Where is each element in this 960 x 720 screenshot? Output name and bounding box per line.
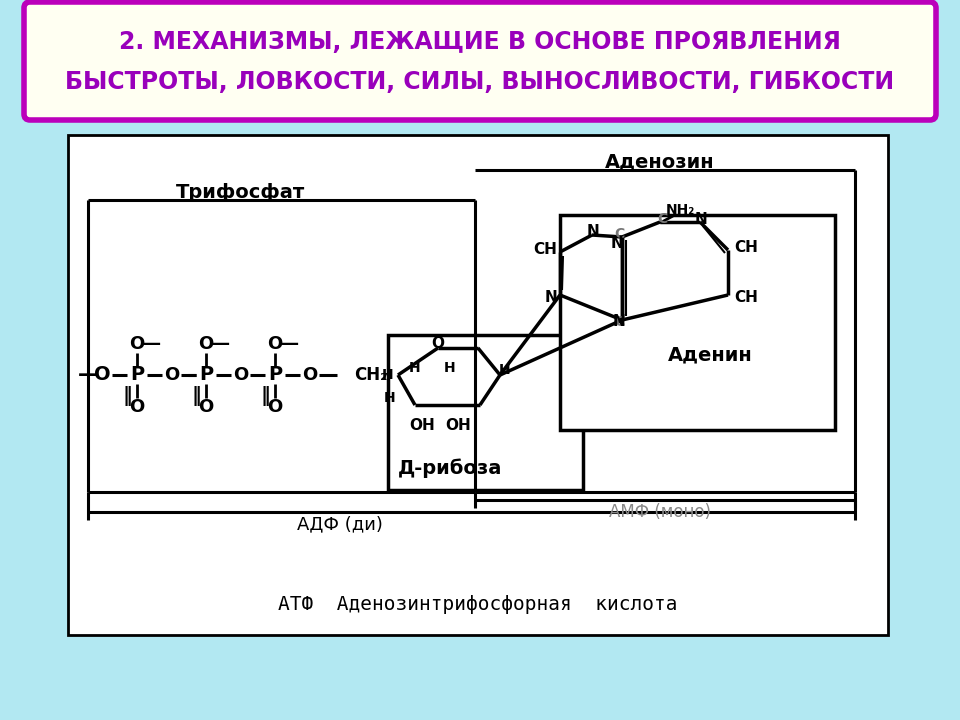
Text: —: — — [78, 365, 99, 385]
Text: N: N — [544, 290, 557, 305]
Text: O: O — [130, 335, 145, 353]
Text: OH: OH — [409, 418, 435, 433]
Text: O: O — [233, 366, 249, 384]
Text: O: O — [302, 366, 318, 384]
Text: P: P — [199, 366, 213, 384]
Text: N: N — [611, 235, 623, 251]
Text: CH: CH — [533, 243, 557, 258]
Text: P: P — [130, 366, 144, 384]
Text: CH₂: CH₂ — [354, 366, 388, 384]
Text: O: O — [94, 366, 110, 384]
Text: O: O — [431, 336, 444, 351]
Text: H: H — [384, 391, 396, 405]
Bar — [68, 135, 888, 635]
Text: H: H — [444, 361, 456, 375]
Text: Аденин: Аденин — [667, 346, 753, 364]
Text: Аденозин: Аденозин — [605, 153, 715, 171]
Text: H: H — [382, 368, 394, 382]
Bar — [560, 215, 835, 430]
Text: O: O — [199, 335, 214, 353]
Text: АДФ (ди): АДФ (ди) — [297, 515, 383, 533]
Text: OH: OH — [445, 418, 470, 433]
Text: —: — — [281, 335, 300, 353]
Text: H: H — [499, 363, 511, 377]
Text: P: P — [268, 366, 282, 384]
Bar — [388, 335, 583, 490]
Text: O: O — [199, 398, 214, 416]
Text: 2. МЕХАНИЗМЫ, ЛЕЖАЩИЕ В ОСНОВЕ ПРОЯВЛЕНИЯ: 2. МЕХАНИЗМЫ, ЛЕЖАЩИЕ В ОСНОВЕ ПРОЯВЛЕНИ… — [119, 30, 841, 54]
Text: CH: CH — [734, 240, 757, 256]
Text: ‖: ‖ — [191, 386, 201, 406]
Text: O: O — [268, 398, 282, 416]
Text: АМФ (моно): АМФ (моно) — [609, 503, 711, 521]
Text: CH: CH — [734, 289, 757, 305]
Text: C: C — [613, 315, 624, 329]
Text: C: C — [613, 227, 624, 241]
Text: C: C — [657, 212, 667, 226]
Text: АТФ  Аденозинтрифосфорная  кислота: АТФ Аденозинтрифосфорная кислота — [278, 595, 678, 613]
Text: Д-рибоза: Д-рибоза — [397, 458, 502, 478]
Text: N: N — [612, 315, 625, 330]
Text: —: — — [143, 335, 161, 353]
Text: ‖: ‖ — [122, 386, 132, 406]
Text: N: N — [695, 212, 708, 227]
Text: O: O — [130, 398, 145, 416]
Text: N: N — [587, 225, 599, 240]
Text: Трифосфат: Трифосфат — [176, 182, 304, 202]
Text: O: O — [164, 366, 180, 384]
Text: O: O — [268, 335, 282, 353]
Text: NH₂: NH₂ — [665, 203, 695, 217]
Text: ‖: ‖ — [260, 386, 270, 406]
Text: БЫСТРОТЫ, ЛОВКОСТИ, СИЛЫ, ВЫНОСЛИВОСТИ, ГИБКОСТИ: БЫСТРОТЫ, ЛОВКОСТИ, СИЛЫ, ВЫНОСЛИВОСТИ, … — [65, 70, 895, 94]
Text: H: H — [409, 361, 420, 375]
Text: —: — — [212, 335, 230, 353]
FancyBboxPatch shape — [24, 2, 936, 120]
